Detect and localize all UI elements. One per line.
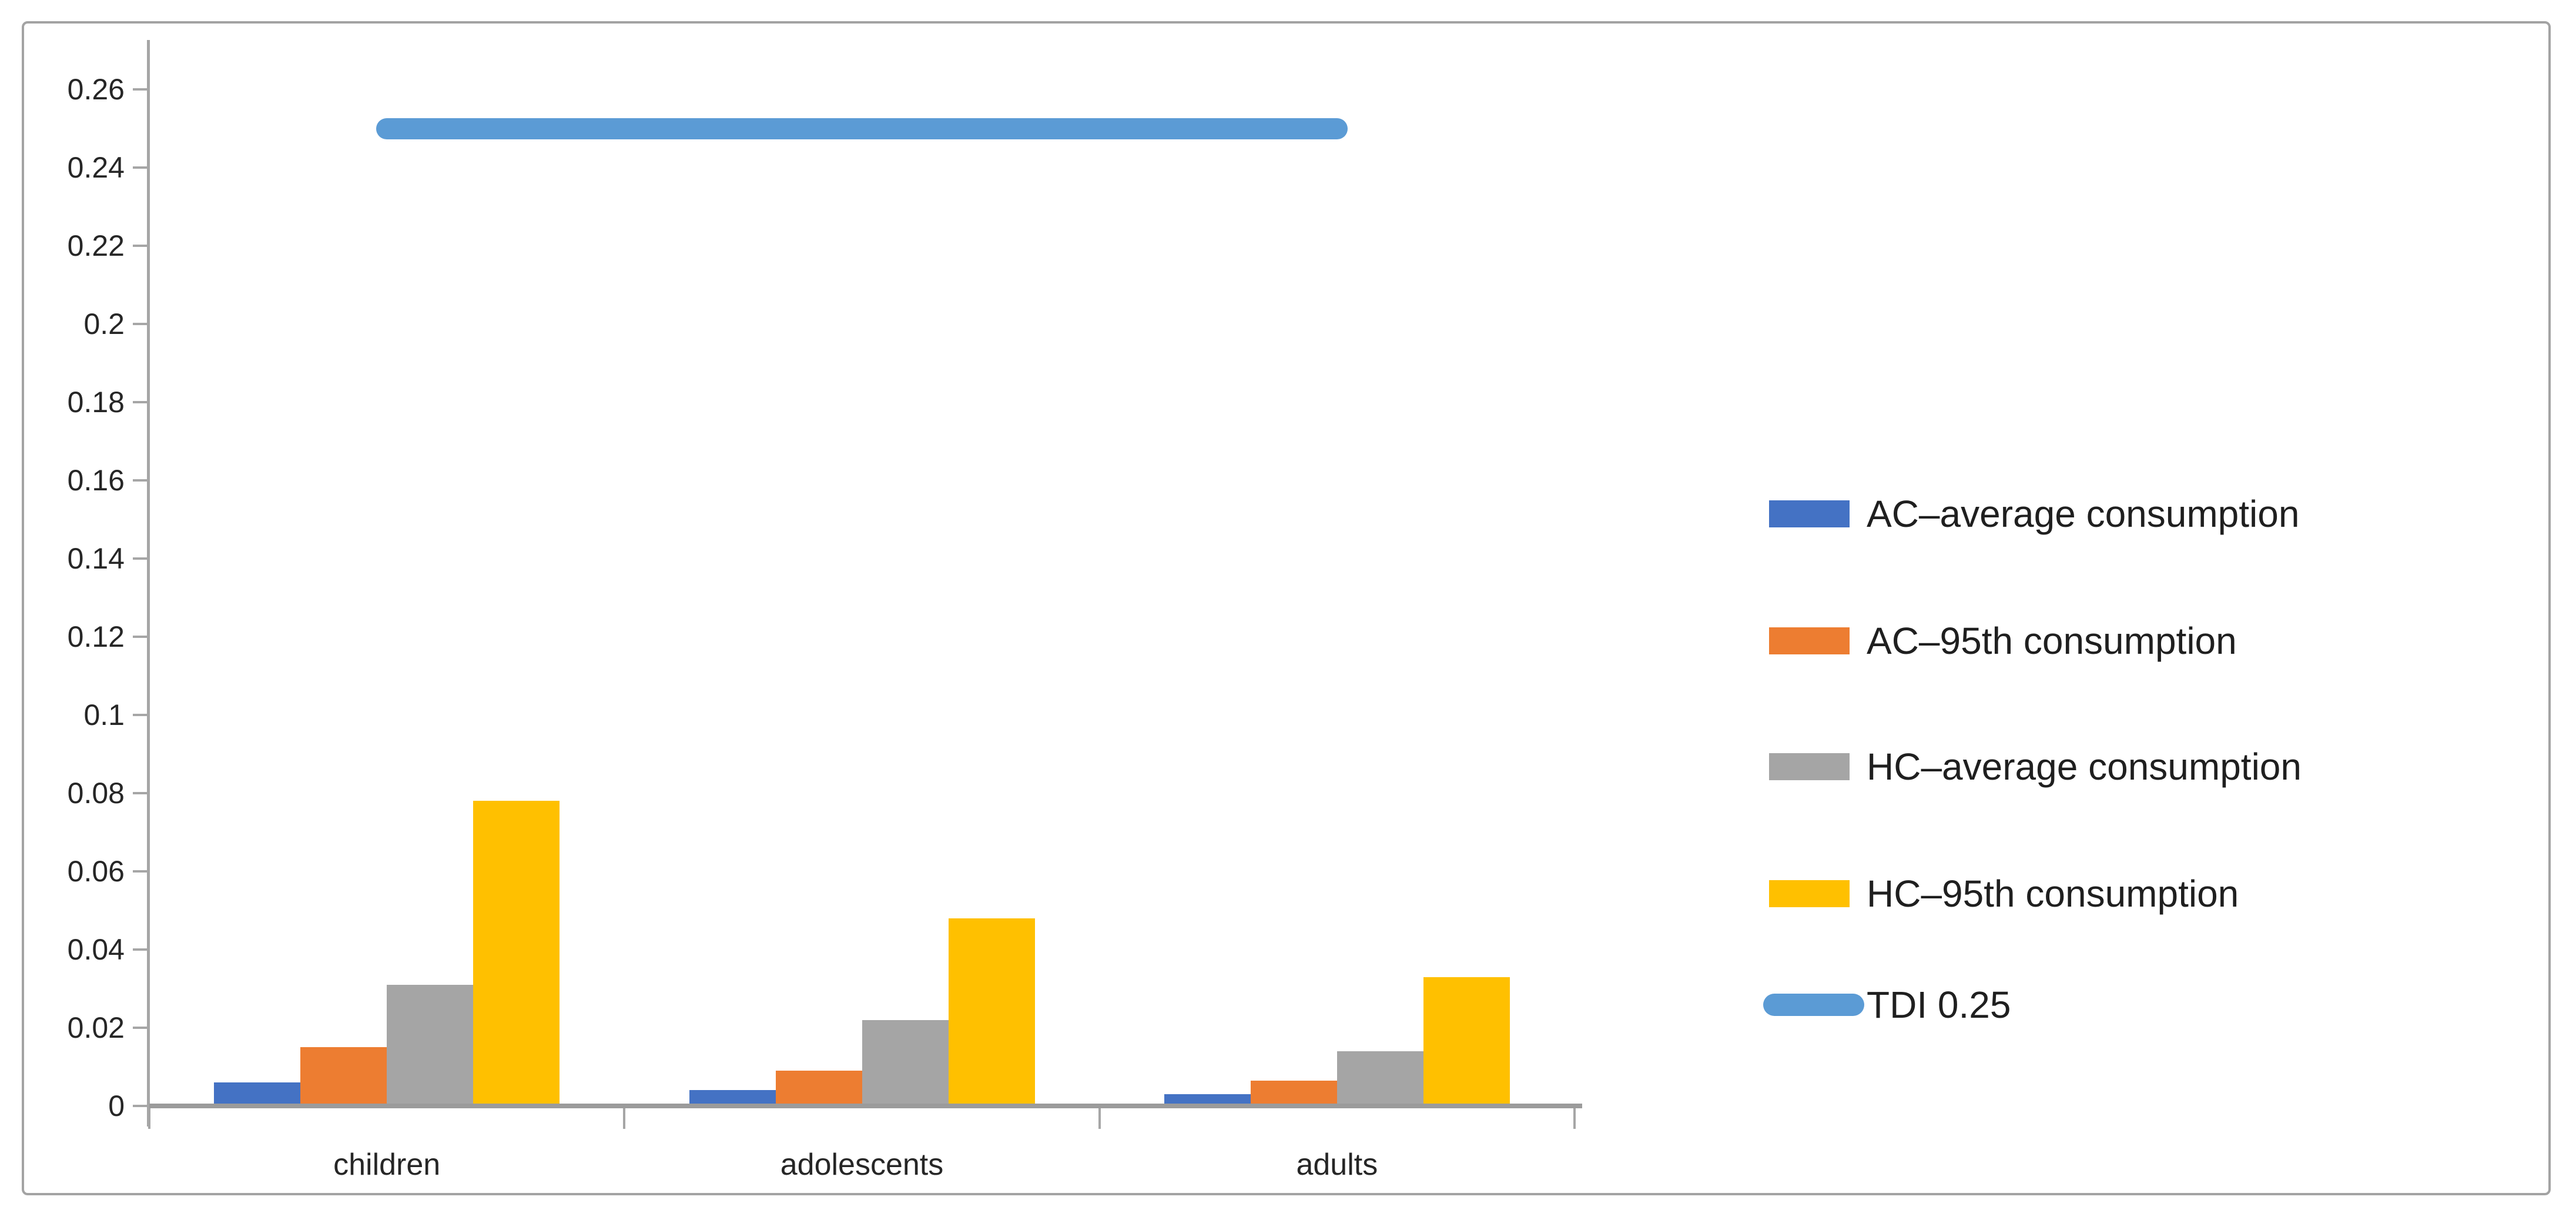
y-axis-tick-label: 0.1 [83, 698, 125, 731]
bar-ac-95th-consumption-children [300, 1047, 387, 1106]
x-axis-label-adults: adults [1296, 1148, 1378, 1182]
plot-area: 0 0.02 0.04 0.06 0.08 0.1 0.12 0.14 0.16 0.18 0.2 0… [24, 24, 2548, 1193]
y-axis-tick-label: 0.06 [67, 855, 125, 888]
legend-label: AC–average consumption [1867, 493, 2300, 535]
x-axis-tick [1098, 1106, 1101, 1129]
bar-ac-average-consumption-adults [1164, 1094, 1251, 1106]
chart-area: 0 0.02 0.04 0.06 0.08 0.1 0.12 0.14 0.16 0.18 0.2 0… [22, 21, 2551, 1195]
legend-color-swatch [1769, 500, 1850, 527]
y-axis-tick [133, 636, 149, 638]
legend-label: HC–95th consumption [1867, 873, 2239, 915]
y-axis-tick [133, 166, 149, 169]
legend-label: TDI 0.25 [1867, 984, 2011, 1026]
y-axis-tick [133, 479, 149, 482]
y-axis-tick-label: 0 [108, 1089, 125, 1122]
y-axis-tick [133, 401, 149, 403]
bar-hc-average-consumption-adults [1336, 1051, 1423, 1106]
y-axis-tick-label: 0.26 [67, 73, 125, 106]
y-axis-tick [133, 870, 149, 873]
y-axis-tick [133, 1027, 149, 1029]
bar-hc-average-consumption-children [387, 985, 474, 1106]
y-axis-tick-label: 0.04 [67, 933, 125, 966]
legend-color-swatch [1769, 627, 1850, 654]
bar-ac-95th-consumption-adolescents [775, 1071, 862, 1106]
y-axis-tick [133, 792, 149, 794]
y-axis-tick-label: 0.16 [67, 464, 125, 497]
y-axis-tick [133, 714, 149, 716]
x-axis-label-adolescents: adolescents [780, 1148, 944, 1182]
x-axis-label-children: children [333, 1148, 441, 1182]
legend-color-swatch [1769, 880, 1850, 907]
bar-hc-95th-consumption-adults [1423, 977, 1510, 1106]
bar-hc-average-consumption-adolescents [862, 1020, 949, 1106]
y-axis-tick [133, 323, 149, 325]
bar-hc-95th-consumption-children [473, 801, 560, 1106]
y-axis-tick-label: 0.22 [67, 229, 125, 262]
x-axis-tick [1573, 1106, 1576, 1129]
legend-label: HC–average consumption [1867, 746, 2302, 788]
bar-ac-average-consumption-children [214, 1082, 301, 1106]
bar-ac-95th-consumption-adults [1250, 1081, 1337, 1106]
legend-color-swatch [1769, 753, 1850, 780]
y-axis-tick [133, 948, 149, 951]
y-axis-tick-label: 0.2 [83, 307, 125, 340]
x-axis-line [149, 1104, 1582, 1108]
y-axis-tick-label: 0.18 [67, 386, 125, 419]
y-axis-tick-label: 0.12 [67, 620, 125, 653]
bar-hc-95th-consumption-adolescents [948, 918, 1035, 1106]
y-axis-tick [133, 557, 149, 560]
y-axis-tick [133, 1105, 149, 1107]
y-axis-tick [133, 88, 149, 91]
legend-label: AC–95th consumption [1867, 620, 2237, 662]
y-axis-tick-label: 0.02 [67, 1011, 125, 1044]
x-axis-tick [148, 1106, 150, 1129]
y-axis-line [147, 40, 150, 1127]
y-axis-tick-label: 0.08 [67, 777, 125, 810]
y-axis-tick [133, 245, 149, 247]
legend-line-marker [1763, 994, 1864, 1016]
y-axis-tick-label: 0.24 [67, 151, 125, 184]
y-axis-tick-label: 0.14 [67, 542, 125, 575]
x-axis-tick [623, 1106, 626, 1129]
tdi-line [376, 118, 1348, 139]
bar-ac-average-consumption-adolescents [689, 1090, 776, 1106]
